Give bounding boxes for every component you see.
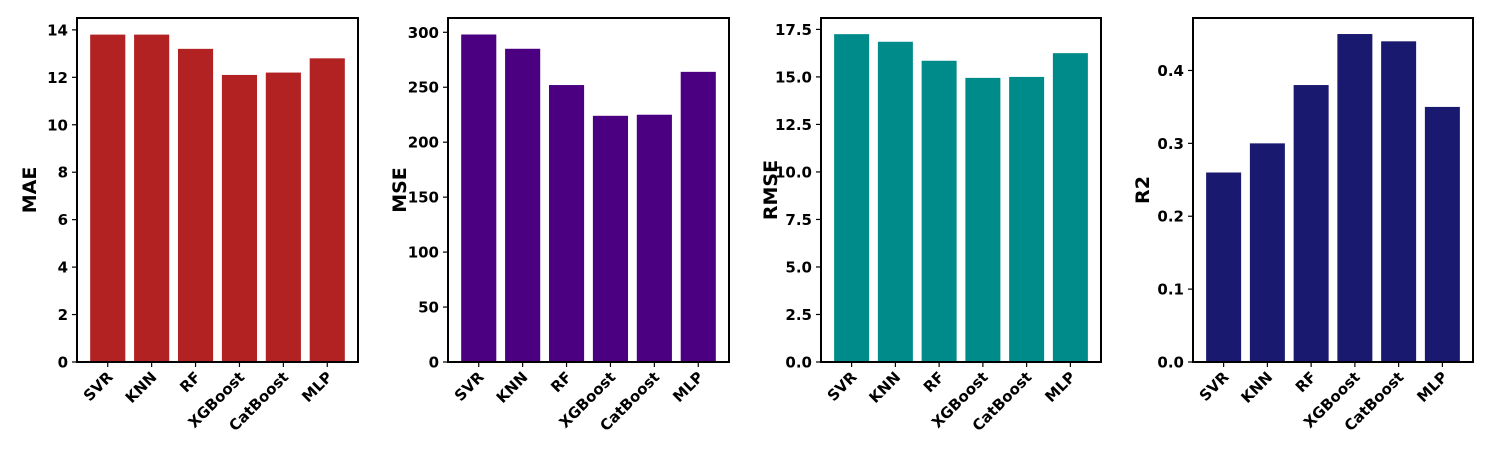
bar-catboost <box>1381 41 1417 362</box>
x-tick-label: MLP <box>1041 368 1079 406</box>
y-axis-label: RMSE <box>760 160 782 220</box>
y-tick-label: 15.0 <box>775 68 812 86</box>
y-tick-label: 10.0 <box>775 163 812 181</box>
y-tick-label: 2.5 <box>785 306 812 324</box>
y-tick-label: 17.5 <box>775 21 812 39</box>
plot-frame <box>447 17 730 363</box>
y-tick-label: 0.4 <box>1157 62 1184 80</box>
y-tick-label: 100 <box>408 244 439 262</box>
x-tick-label: MLP <box>1413 368 1451 406</box>
y-tick-label: 0.2 <box>1157 208 1184 226</box>
y-axis-label: MAE <box>19 167 41 214</box>
y-tick-label: 14 <box>47 21 68 39</box>
bar-catboost <box>636 114 672 362</box>
x-tick-label: SVR <box>1196 368 1233 405</box>
bar-svr <box>1206 172 1242 362</box>
x-tick-label: RF <box>1292 368 1320 396</box>
x-tick-label: RF <box>176 368 204 396</box>
bar-rf <box>921 60 957 362</box>
y-tick-label: 150 <box>408 189 439 207</box>
x-tick-label: KNN <box>122 368 161 407</box>
y-tick-label: 0.0 <box>785 354 812 372</box>
x-tick-label: SVR <box>824 368 861 405</box>
bar-rf <box>1293 85 1329 363</box>
bar-knn <box>877 41 913 362</box>
bar-mlp <box>680 71 716 362</box>
y-tick-label: 250 <box>408 79 439 97</box>
x-tick-label: KNN <box>1238 368 1277 407</box>
bar-catboost <box>1009 76 1045 363</box>
bar-xgboost <box>221 74 258 362</box>
y-tick-label: 0.0 <box>1157 354 1184 372</box>
y-tick-label: 5.0 <box>785 258 812 276</box>
bar-svr <box>90 34 126 363</box>
y-tick-label: 50 <box>418 299 439 317</box>
bar-catboost <box>265 72 301 362</box>
y-tick-label: 200 <box>408 134 439 152</box>
y-tick-label: 10 <box>47 116 68 134</box>
plot-frame <box>1192 17 1474 363</box>
plot-frame <box>76 17 359 363</box>
y-tick-label: 300 <box>408 24 439 42</box>
x-tick-label: KNN <box>493 368 532 407</box>
x-tick-label: RF <box>547 368 575 396</box>
x-tick-label: RF <box>920 368 948 396</box>
y-axis-label: R2 <box>1132 176 1154 204</box>
plot-frame <box>820 17 1102 363</box>
y-tick-label: 12.5 <box>775 116 812 134</box>
bar-svr <box>461 34 497 363</box>
x-tick-label: SVR <box>80 368 117 405</box>
y-tick-label: 6 <box>58 211 68 229</box>
y-axis-label: MSE <box>389 167 411 213</box>
bar-xgboost <box>592 115 629 362</box>
x-tick-label: KNN <box>866 368 905 407</box>
x-tick-label: MLP <box>669 368 707 406</box>
bar-mlp <box>1052 53 1088 362</box>
y-tick-label: 12 <box>47 69 68 87</box>
bar-rf <box>177 48 214 363</box>
bar-xgboost <box>965 77 1001 363</box>
y-tick-label: 0 <box>429 354 439 372</box>
y-tick-label: 0.1 <box>1157 281 1184 299</box>
bar-xgboost <box>1337 34 1373 362</box>
y-tick-label: 8 <box>58 164 68 182</box>
bar-knn <box>505 48 541 363</box>
y-tick-label: 4 <box>58 259 68 277</box>
bar-rf <box>548 85 585 362</box>
bar-mlp <box>1424 106 1460 362</box>
bar-knn <box>134 34 170 363</box>
x-tick-label: MLP <box>298 368 336 406</box>
y-tick-label: 0.3 <box>1157 135 1184 153</box>
bar-mlp <box>309 58 345 362</box>
y-tick-label: 7.5 <box>785 211 812 229</box>
y-tick-label: 0 <box>58 354 68 372</box>
x-tick-label: SVR <box>451 368 488 405</box>
bar-knn <box>1249 143 1285 362</box>
y-tick-label: 2 <box>58 306 68 324</box>
bar-svr <box>834 34 870 363</box>
